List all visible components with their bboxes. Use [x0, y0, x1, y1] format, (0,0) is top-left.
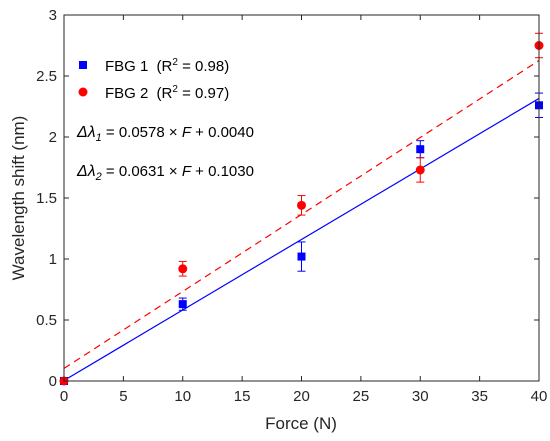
- legend-r2-value-fbg2: = 0.97): [178, 85, 229, 102]
- equation-2-sub: 2: [95, 171, 102, 183]
- equation-1-sub: 1: [96, 132, 102, 144]
- data-point-fbg2: [415, 165, 425, 175]
- x-tick-label: 10: [174, 388, 191, 405]
- legend-name-fbg1: FBG 1: [105, 58, 148, 75]
- equation-1-delta: Δλ: [76, 124, 96, 141]
- equation-1-var: F: [182, 124, 192, 141]
- y-tick-label: 0: [49, 373, 57, 390]
- fit-line-fbg2: [63, 60, 540, 369]
- legend-r2-sup-fbg1: 2: [172, 57, 178, 68]
- legend-r2-sup-fbg2: 2: [172, 84, 178, 95]
- plot-layer: [59, 32, 544, 386]
- data-point-fbg1: [297, 252, 306, 261]
- x-tick-label: 35: [471, 388, 488, 405]
- equations: Δλ1 = 0.0578 × F + 0.0040 Δλ2 = 0.0631 ×…: [76, 124, 254, 183]
- legend-r2-open-fbg1: (R: [157, 58, 173, 75]
- data-point-fbg1: [416, 145, 425, 154]
- x-tick-label: 20: [293, 388, 310, 405]
- x-axis-label: Force (N): [265, 414, 337, 433]
- equation-1-rest: = 0.0578 ×: [102, 124, 182, 141]
- y-tick-label: 0.5: [36, 312, 57, 329]
- x-tick-label: 25: [353, 388, 370, 405]
- y-tick-label: 1.5: [36, 190, 57, 207]
- data-point-fbg1: [178, 300, 187, 309]
- equation-1-tail: + 0.0040: [191, 124, 254, 141]
- equation-2-tail: + 0.1030: [191, 163, 254, 180]
- x-tick-label: 0: [60, 388, 68, 405]
- y-tick-label: 3: [49, 7, 57, 24]
- legend-marker-fbg2: [78, 87, 88, 97]
- x-tick-label: 5: [119, 388, 127, 405]
- y-axis-label: Wavelength shift (nm): [9, 116, 28, 281]
- equation-1: Δλ1 = 0.0578 × F + 0.0040: [76, 124, 254, 144]
- x-tick-label: 30: [412, 388, 429, 405]
- equation-2-var: F: [182, 163, 192, 180]
- equation-2-rest: = 0.0631 ×: [102, 163, 182, 180]
- y-tick-label: 2: [49, 129, 57, 146]
- y-tick-label: 2.5: [36, 68, 57, 85]
- y-tick-label: 1: [49, 251, 57, 268]
- legend-marker-fbg1: [79, 61, 87, 69]
- data-point-fbg2: [297, 200, 306, 210]
- legend-name-fbg2: FBG 2: [105, 85, 148, 102]
- x-tick-label: 40: [531, 388, 548, 405]
- equation-2: Δλ2 = 0.0631 × F + 0.1030: [76, 163, 254, 183]
- ticks-layer: 0 5 10 15 20 25 30 35 40 0 0.5 1 1.5 2 2.5 3: [36, 7, 547, 405]
- legend: FBG 1 (R2 = 0.98) FBG 2 (R2 = 0.97): [78, 57, 229, 102]
- fit-line-fbg1: [63, 97, 540, 382]
- equation-2-delta: Δλ: [76, 163, 96, 180]
- data-point-fbg2: [178, 264, 188, 274]
- legend-r2-value-fbg1: = 0.98): [178, 58, 229, 75]
- x-tick-label: 15: [234, 388, 251, 405]
- legend-entry-fbg2: FBG 2 (R2 = 0.97): [105, 84, 229, 102]
- legend-r2-open-fbg2: (R: [157, 85, 173, 102]
- legend-entry-fbg1: FBG 1 (R2 = 0.98): [105, 57, 229, 75]
